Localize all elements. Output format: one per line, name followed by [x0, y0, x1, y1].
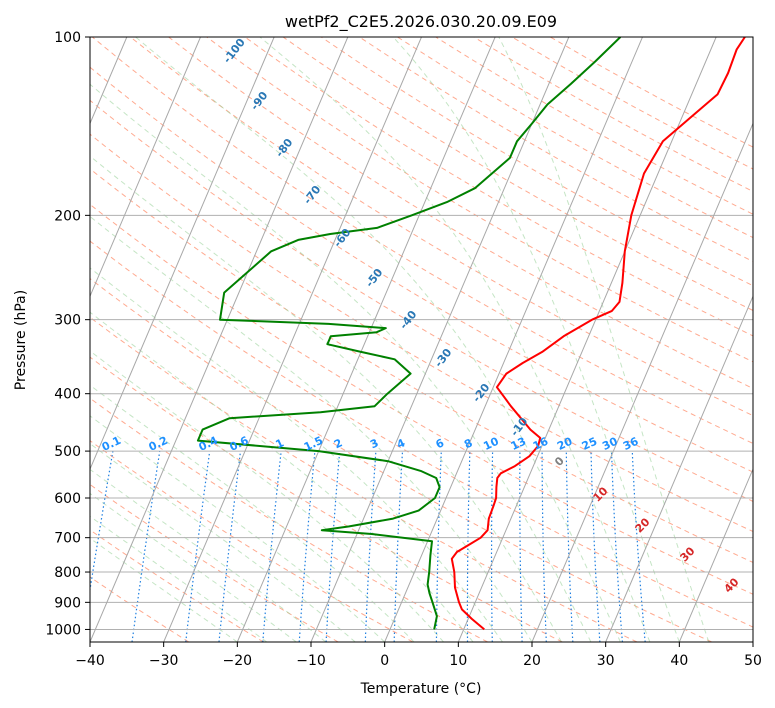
moist-adiabat-line	[498, 37, 710, 642]
isotherm-line	[605, 295, 753, 642]
y-tick-label: 600	[54, 491, 81, 507]
moist-adiabat-line	[90, 350, 444, 642]
moist-adiabat-line	[90, 415, 386, 642]
x-tick-label: 10	[449, 653, 467, 669]
moist-adiabat-line	[90, 215, 533, 642]
chart-title: wetPf2_C2E5.2026.030.20.09.E09	[285, 12, 557, 32]
isotherm-line	[457, 37, 717, 642]
x-axis-label: Temperature (°C)	[360, 681, 482, 697]
mixing-ratio-line	[298, 451, 316, 642]
isotherm-line	[531, 122, 753, 642]
dry-adiabat-line	[90, 397, 488, 642]
profile-line-2	[196, 37, 622, 630]
x-tick-label: −40	[75, 653, 105, 669]
mixing-ratio-label: 16	[531, 435, 551, 453]
dry-adiabat-line	[90, 133, 753, 533]
profile-line-1	[450, 37, 746, 631]
profile-lines	[196, 37, 746, 631]
mixing-ratio-line	[90, 450, 114, 594]
isotherm-line	[236, 37, 496, 642]
x-axis: −40 −30 −20 −10 0 10 20 30 40 50	[75, 642, 762, 669]
moist-adiabat-line	[90, 311, 474, 642]
x-tick-label: 50	[744, 653, 762, 669]
moist-adiabat-line	[90, 83, 592, 642]
mixing-ratio-line	[185, 451, 211, 642]
y-tick-label: 1000	[45, 622, 81, 638]
dry-adiabat-line	[90, 483, 339, 642]
y-tick-label: 200	[54, 208, 81, 224]
dry-adiabat-line	[90, 240, 753, 628]
y-tick-label: 800	[54, 565, 81, 581]
isotherm-line	[90, 37, 201, 298]
mixing-ratio-label: 25	[580, 435, 599, 453]
isotherm-line	[90, 37, 275, 471]
isotherm-line	[163, 37, 422, 642]
dry-adiabat-line	[130, 37, 753, 417]
moist-adiabat-line	[90, 515, 268, 642]
moist-adiabat-line	[259, 37, 651, 642]
x-tick-label: −10	[296, 653, 326, 669]
y-axis-label: Pressure (hPa)	[13, 290, 29, 390]
mixing-ratio-line	[218, 451, 242, 642]
moist-adiabat-line	[392, 37, 680, 642]
mixing-ratio-label: 13	[509, 435, 528, 453]
moist-adiabat-line	[90, 537, 238, 642]
dry-adiabat-line	[90, 356, 563, 642]
y-axis: 1000 900 800 700 600 500 400 300 200 100	[45, 30, 90, 638]
mixing-ratio-label: 30	[600, 435, 620, 453]
isotherm-line	[310, 37, 570, 642]
mixing-ratio-line	[262, 451, 282, 642]
dry-adiabat-line	[282, 37, 753, 312]
dry-adiabat-line	[90, 203, 753, 595]
x-tick-label: −30	[149, 653, 179, 669]
plot-frame	[89, 36, 754, 643]
y-tick-label: 700	[54, 531, 81, 547]
y-tick-label: 100	[54, 30, 81, 46]
moist-adiabat-line	[90, 443, 356, 642]
y-tick-label: 400	[54, 387, 81, 403]
dry-adiabat-line	[90, 168, 753, 563]
x-tick-label: −20	[223, 653, 253, 669]
dry-adiabat-line	[90, 66, 753, 473]
y-tick-label: 500	[54, 444, 81, 460]
y-tick-label: 900	[54, 595, 81, 611]
moist-adiabat-line	[135, 37, 621, 642]
isotherm-line	[678, 467, 753, 642]
x-tick-label: 40	[670, 653, 688, 669]
mixing-ratio-label: 36	[621, 435, 641, 453]
y-tick-label: 300	[54, 313, 81, 329]
moist-adiabat-line	[90, 155, 562, 642]
mixing-ratio-label: 10	[481, 435, 501, 453]
isotherm-line	[90, 37, 349, 642]
moist-adiabat-line	[90, 468, 327, 642]
x-tick-label: 20	[523, 653, 541, 669]
x-tick-label: 30	[597, 653, 615, 669]
mixing-ratio-line	[631, 451, 646, 642]
mixing-ratio-label: 20	[555, 435, 575, 453]
dry-adiabat-line	[206, 37, 753, 363]
x-tick-label: 0	[380, 653, 389, 669]
